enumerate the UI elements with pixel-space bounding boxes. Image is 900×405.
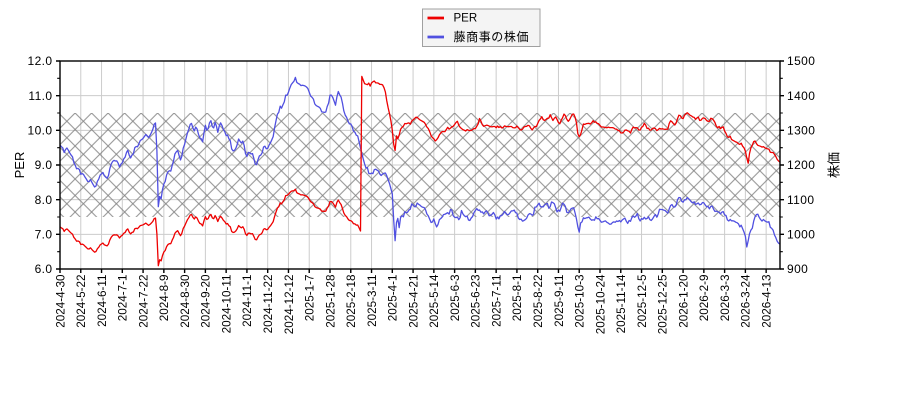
svg-text:2024-9-20: 2024-9-20 [200,274,213,328]
svg-text:2025-8-22: 2025-8-22 [532,275,545,328]
svg-text:2024-11-22: 2024-11-22 [262,275,275,334]
svg-text:2025-5-14: 2025-5-14 [428,274,441,328]
svg-text:6.0: 6.0 [35,262,53,276]
svg-text:2024-6-11: 2024-6-11 [96,275,109,327]
svg-text:2026-3-24: 2026-3-24 [740,274,753,328]
svg-text:2025-10-24: 2025-10-24 [594,274,607,334]
svg-text:PER: PER [12,152,27,179]
svg-text:2025-7-11: 2025-7-11 [491,275,504,327]
svg-text:1400: 1400 [787,89,815,103]
svg-text:2025-11-14: 2025-11-14 [615,274,628,333]
svg-text:2024-4-30: 2024-4-30 [54,274,67,328]
svg-text:2025-3-11: 2025-3-11 [366,275,379,327]
svg-text:藤商事の株価: 藤商事の株価 [454,29,530,44]
svg-text:1500: 1500 [787,54,815,68]
svg-text:2026-4-13: 2026-4-13 [761,275,774,328]
svg-text:2024-7-1: 2024-7-1 [117,275,130,322]
svg-text:1100: 1100 [787,193,814,207]
svg-text:2025-8-1: 2025-8-1 [511,275,524,322]
svg-text:10.0: 10.0 [28,124,53,138]
svg-text:7.0: 7.0 [35,228,53,242]
svg-text:2024-11-1: 2024-11-1 [241,275,254,327]
svg-text:12.0: 12.0 [28,54,53,68]
svg-text:2024-5-22: 2024-5-22 [75,275,88,328]
svg-text:9.0: 9.0 [35,158,53,172]
svg-text:2026-3-3: 2026-3-3 [719,275,732,322]
svg-text:11.0: 11.0 [28,89,52,103]
svg-text:2025-6-3: 2025-6-3 [449,275,462,322]
svg-text:2025-4-21: 2025-4-21 [407,275,420,328]
svg-text:2024-8-30: 2024-8-30 [179,274,192,328]
svg-text:株価: 株価 [827,152,842,178]
svg-text:2024-8-9: 2024-8-9 [158,275,171,322]
svg-text:2024-12-12: 2024-12-12 [283,275,296,335]
svg-text:2025-9-11: 2025-9-11 [553,275,566,327]
svg-text:2026-1-20: 2026-1-20 [677,274,690,328]
svg-text:2026-2-9: 2026-2-9 [698,275,711,322]
svg-text:2025-12-25: 2025-12-25 [657,274,670,334]
svg-text:1000: 1000 [787,228,815,242]
svg-text:2025-12-5: 2025-12-5 [636,274,649,328]
svg-text:2025-2-18: 2025-2-18 [345,275,358,328]
svg-text:2025-1-7: 2025-1-7 [304,275,317,322]
svg-text:2025-6-23: 2025-6-23 [470,275,483,328]
svg-text:2024-7-22: 2024-7-22 [137,275,150,328]
svg-text:PER: PER [454,13,478,25]
svg-text:2025-4-1: 2025-4-1 [387,275,400,322]
svg-text:8.0: 8.0 [35,193,53,207]
svg-text:1300: 1300 [787,124,815,138]
svg-text:2025-10-3: 2025-10-3 [574,275,587,328]
svg-text:2024-10-11: 2024-10-11 [221,275,234,334]
svg-text:900: 900 [787,262,808,276]
svg-text:2025-1-28: 2025-1-28 [324,275,337,328]
svg-text:1200: 1200 [787,158,815,172]
